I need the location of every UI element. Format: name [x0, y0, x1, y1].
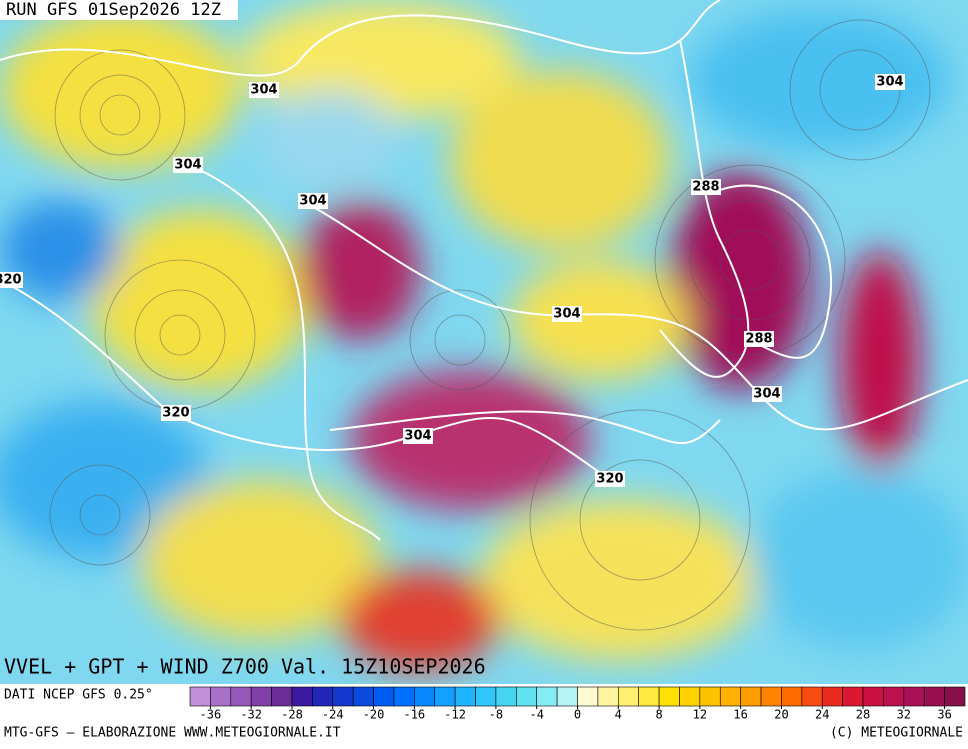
contour-label-bg: [249, 82, 279, 98]
tick-label: -24: [322, 708, 344, 722]
contour-label: 304: [876, 75, 903, 90]
contour-labels: 304 304 304 320 320 304 304 320 288 288 304 304: [0, 74, 905, 487]
tick-label: 0: [574, 708, 581, 722]
tick-label: -4: [529, 708, 543, 722]
color-swatch: [740, 686, 762, 707]
color-swatch: [760, 686, 782, 707]
contour-label: 288: [745, 332, 772, 347]
tick-label: 28: [856, 708, 870, 722]
contour-label-bg: [875, 74, 905, 90]
contour-label-bg: [744, 331, 774, 347]
color-swatch: [189, 686, 211, 707]
contour-label: 288: [692, 180, 719, 195]
tick-label: 32: [897, 708, 911, 722]
color-swatch: [556, 686, 578, 707]
color-swatch: [373, 686, 395, 707]
contour-label-bg: [552, 306, 582, 322]
contour-label: 304: [299, 194, 326, 209]
footer-left: MTG-GFS — ELABORAZIONE WWW.METEOGIORNALE…: [4, 726, 341, 741]
tick-label: -12: [444, 708, 466, 722]
map-title: VVEL + GPT + WIND Z700 Val. 15Z10SEP2026: [4, 655, 486, 679]
contour-label-bg: [752, 386, 782, 402]
color-swatch: [923, 686, 945, 707]
color-swatch: [699, 686, 721, 707]
contour-label-bg: [691, 179, 721, 195]
color-swatch: [719, 686, 741, 707]
color-swatch: [516, 686, 538, 707]
contour-label-bg: [595, 471, 625, 487]
color-swatch: [903, 686, 925, 707]
contour-label: 304: [553, 307, 580, 322]
color-swatch: [291, 686, 313, 707]
colorbar: -36 -32 -28 -24 -20 -16 -12 -8 -4 0 4 8 12 16 20 24 28 32…: [189, 686, 966, 722]
tick-label: -28: [281, 708, 303, 722]
color-swatch: [271, 686, 293, 707]
contour-label-bg: [161, 405, 191, 421]
color-swatch: [801, 686, 823, 707]
map: [0, 0, 968, 684]
tick-label: -16: [403, 708, 425, 722]
color-swatch: [332, 686, 354, 707]
tick-label: 20: [774, 708, 788, 722]
color-swatch: [393, 686, 415, 707]
color-swatch: [679, 686, 701, 707]
color-swatch: [944, 686, 966, 707]
color-swatch: [434, 686, 456, 707]
tick-label: -32: [240, 708, 262, 722]
contour-label: 320: [162, 406, 189, 421]
tick-label: 24: [815, 708, 829, 722]
color-swatch: [536, 686, 558, 707]
color-swatch: [862, 686, 884, 707]
contour-label-bg: [403, 428, 433, 444]
contour-label-bg: [298, 193, 328, 209]
contour-label: 304: [250, 83, 277, 98]
color-swatch: [250, 686, 272, 707]
contour-label: 320: [0, 273, 22, 288]
footer-right: (C) METEOGIORNALE: [830, 726, 963, 741]
tick-label: 36: [937, 708, 951, 722]
tick-label: 4: [615, 708, 622, 722]
color-swatch: [658, 686, 680, 707]
source: DATI NCEP GFS 0.25°: [4, 688, 153, 703]
color-swatch: [821, 686, 843, 707]
tick-label: -8: [489, 708, 503, 722]
color-swatch: [638, 686, 660, 707]
color-swatch: [597, 686, 619, 707]
color-swatch: [617, 686, 639, 707]
tick-label: -36: [200, 708, 222, 722]
color-swatch: [414, 686, 436, 707]
color-swatch: [495, 686, 517, 707]
tick-label: 8: [655, 708, 662, 722]
color-swatch: [230, 686, 252, 707]
contour-label-bg: [0, 272, 23, 288]
tick-label: 16: [733, 708, 747, 722]
contour-label: 304: [174, 158, 201, 173]
color-swatch: [842, 686, 864, 707]
tick-label: 12: [693, 708, 707, 722]
tick-label: -20: [363, 708, 385, 722]
color-swatch: [454, 686, 476, 707]
contour-label: 320: [596, 472, 623, 487]
color-swatch: [883, 686, 905, 707]
contour-label-bg: [173, 157, 203, 173]
color-swatch: [475, 686, 497, 707]
contour-label: 304: [404, 429, 431, 444]
contour-label: 304: [753, 387, 780, 402]
color-swatch: [577, 686, 599, 707]
color-swatch: [312, 686, 334, 707]
run-label: RUN GFS 01Sep2026 12Z: [6, 0, 221, 20]
color-swatch: [781, 686, 803, 707]
color-swatch: [210, 686, 232, 707]
color-swatch: [352, 686, 374, 707]
